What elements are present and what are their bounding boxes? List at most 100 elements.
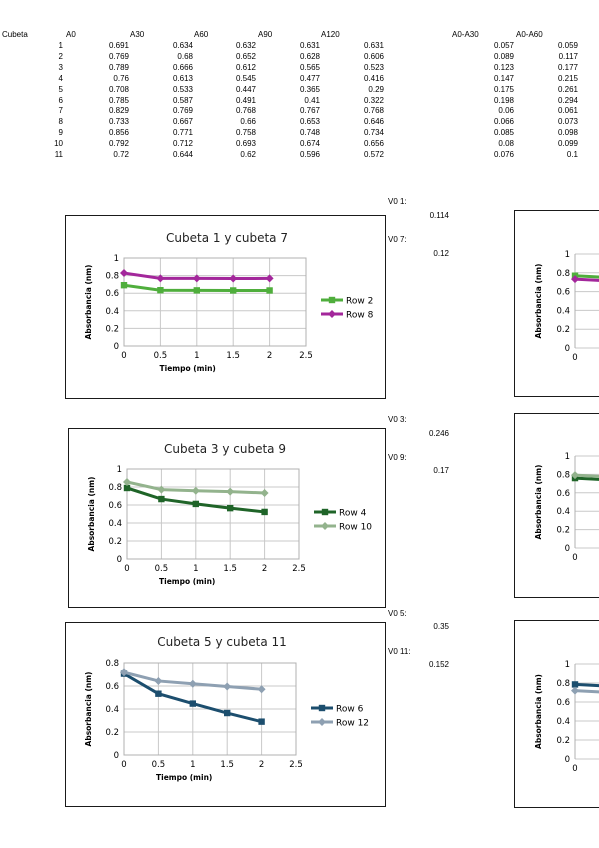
data-point [229,274,238,283]
y-tick-label: 0.4 [556,507,570,517]
table-cell-a60: 0.693 [235,139,256,149]
x-tick-label: 2 [267,351,272,361]
y-tick-label: 0.4 [556,306,570,316]
data-point [192,500,199,508]
y-tick-label: 1 [117,465,122,475]
x-tick-label: 2 [262,564,267,574]
legend-label: Row 2 [346,297,373,307]
y-tick-label: 0.6 [108,501,122,511]
table-cell-a0: 0.733 [108,117,129,127]
velocity-value: 0.114 [429,211,449,220]
y-tick-label: 0.2 [108,537,122,547]
x-tick-label: 2.5 [292,564,306,574]
data-point [154,676,163,685]
y-axis-label: Absorbancia (nm) [534,465,543,540]
table-cell-d30: 0.089 [493,51,514,61]
table-cell-cubeta: 10 [54,139,63,149]
x-axis-label: Tiempo (min) [156,773,212,782]
x-tick-label: 1.5 [226,351,240,361]
table-cell-a0: 0.691 [108,41,129,50]
header-a30: A30 [130,30,145,39]
header-a0-a30: A0-A30 [452,30,479,39]
y-tick-label: 0.8 [556,269,570,279]
table-cell-cubeta: 4 [58,73,63,83]
data-point [571,681,579,688]
table-cell-a60: 0.632 [235,41,256,50]
table-cell-d60: 0.061 [557,106,578,116]
table-cell-d30: 0.076 [493,150,514,159]
y-axis-label: Absorbancia (nm) [534,674,543,749]
series-line [574,682,599,688]
y-tick-label: 0.6 [105,289,119,299]
data-point [155,690,162,697]
data-point [123,477,131,486]
table-cell-d60: 0.099 [557,139,578,149]
chart-title: Cubeta 5 y cubeta 11 [157,635,287,649]
x-tick-label: 0 [572,764,577,774]
table-cell-a120: 0.734 [363,128,384,138]
table-cell-d30: 0.06 [498,106,514,116]
legend-label: Row 12 [336,719,369,729]
table-cell-a120: 0.646 [363,117,384,127]
data-point [260,488,269,497]
y-tick-label: 0.6 [105,682,119,692]
table-cell-d30: 0.123 [493,62,514,72]
table-cell-a90: 0.748 [299,128,320,138]
table-cell-a120: 0.572 [363,150,384,159]
table-cell-a60: 0.768 [235,106,256,116]
table-cell-a60: 0.652 [235,51,256,61]
velocity-value: 0.35 [433,622,449,631]
table-cell-d30: 0.175 [493,84,514,94]
table-cell-cubeta: 11 [54,150,63,159]
table-cell-a30: 0.771 [172,128,193,138]
table-cell-a0: 0.789 [108,62,129,72]
table-cell-a90: 0.477 [299,73,320,83]
y-tick-label: 0.8 [108,483,122,493]
x-tick-label: 0 [121,760,126,770]
x-axis-label: Tiempo (min) [160,364,216,373]
y-tick-label: 0.6 [556,698,570,708]
velocity-value: 0.152 [428,660,449,669]
data-point [158,495,165,503]
table-cell-a90: 0.653 [299,117,320,127]
y-tick-label: 0 [117,555,122,565]
data-point [123,484,131,492]
x-tick-label: 0 [124,564,129,574]
table-cell-d60: 0.261 [557,84,578,94]
chart-title: Cubeta 3 y cubeta 9 [164,442,286,456]
table-cell-a30: 0.769 [172,106,193,116]
y-axis-label: Absorbancia (nm) [87,477,96,552]
data-point [120,281,128,289]
y-tick-label: 1 [565,250,570,260]
x-tick-label: 2 [259,760,264,770]
y-tick-label: 1 [565,660,570,670]
data-point [192,274,201,283]
data-point [227,504,234,512]
y-tick-label: 0.2 [556,526,570,536]
data-point [191,486,200,495]
table-cell-a90: 0.631 [299,41,320,50]
plot-area [126,468,300,560]
data-point [261,508,268,516]
table-cell-d60: 0.1 [566,150,578,159]
table-cell-cubeta: 5 [58,84,63,94]
table-cell-a90: 0.674 [299,139,320,149]
table-cell-a90: 0.365 [299,84,320,94]
table-cell-a90: 0.41 [304,95,320,105]
header-cubeta: Cubeta [2,30,28,39]
y-tick-label: 0 [565,755,570,765]
table-cell-cubeta: 6 [58,95,63,105]
legend-label: Row 8 [346,311,374,321]
x-tick-label: 1.5 [223,564,237,574]
velocity-label: V0 7: [388,235,407,244]
table-cell-a90: 0.565 [299,62,320,72]
y-tick-label: 0.8 [556,470,570,480]
chart-partial-right-2: 0 0.2 0.4 0.6 0.8 1 0 Absorbancia (nm) [514,413,599,598]
table-cell-a60: 0.758 [235,128,256,138]
plot-area [123,662,297,756]
table-cell-d60: 0.117 [558,51,578,61]
table-cell-a0: 0.785 [108,95,129,105]
velocity-label: V0 3: [388,415,407,424]
table-cell-a30: 0.667 [172,117,193,127]
y-tick-label: 0 [565,544,570,554]
